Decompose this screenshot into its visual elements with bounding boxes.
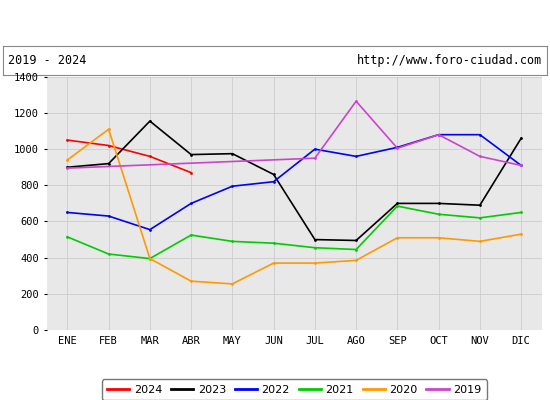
Text: Evolucion Nº Turistas Nacionales en el municipio de Zaratán: Evolucion Nº Turistas Nacionales en el m… — [26, 15, 524, 31]
Text: 2019 - 2024: 2019 - 2024 — [8, 54, 86, 67]
Text: http://www.foro-ciudad.com: http://www.foro-ciudad.com — [356, 54, 542, 67]
Legend: 2024, 2023, 2022, 2021, 2020, 2019: 2024, 2023, 2022, 2021, 2020, 2019 — [102, 379, 487, 400]
